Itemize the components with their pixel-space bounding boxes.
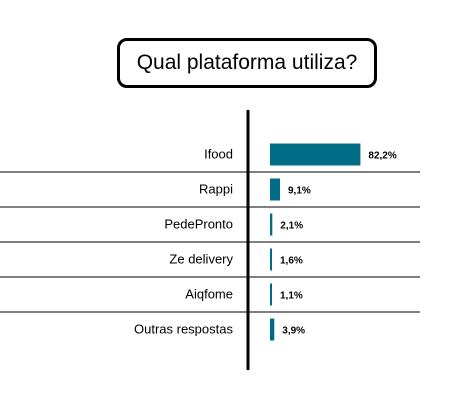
bar	[270, 283, 272, 306]
category-label: Rappi	[199, 182, 233, 197]
bar-marks: Ifood 82,2% Rappi 9,1% PedePronto 2,1% Ze deli…	[134, 143, 397, 341]
bar	[270, 178, 281, 201]
value-label: 82,2%	[368, 151, 396, 162]
category-label: Ze delivery	[169, 252, 233, 267]
row-separators	[0, 171, 420, 313]
bar	[270, 143, 361, 166]
bar	[270, 318, 275, 341]
chart-title: Qual plataforma utiliza?	[117, 38, 377, 88]
value-label: 9,1%	[288, 186, 311, 197]
value-label: 1,1%	[280, 291, 303, 302]
value-label: 3,9%	[282, 326, 305, 337]
value-label: 2,1%	[280, 221, 303, 232]
category-label: Aiqfome	[185, 287, 233, 302]
category-label: Ifood	[204, 147, 233, 162]
category-label: Outras respostas	[134, 322, 233, 337]
bar	[270, 248, 272, 271]
category-label: PedePronto	[164, 217, 233, 232]
value-label: 1,6%	[280, 256, 303, 267]
bar	[270, 213, 273, 236]
